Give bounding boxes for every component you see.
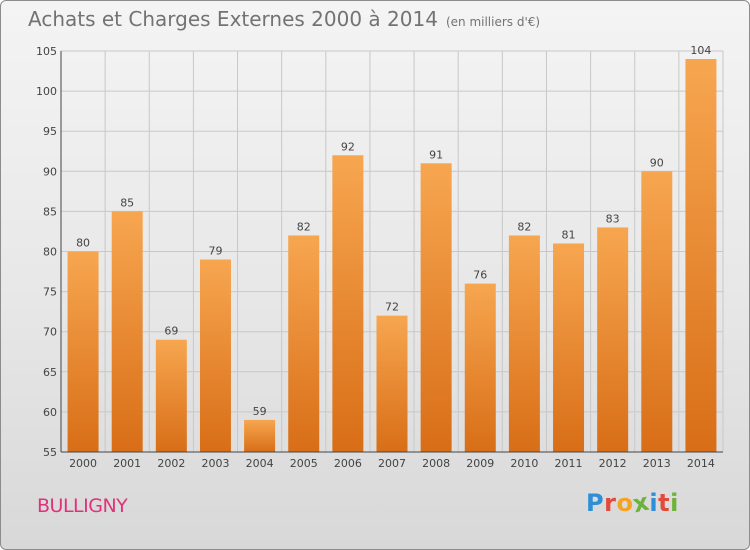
x-tick-label: 2009 bbox=[466, 457, 494, 470]
bar-2005[interactable] bbox=[288, 235, 320, 452]
data-label: 76 bbox=[473, 269, 487, 282]
logo-letter: r bbox=[604, 489, 617, 517]
data-label: 79 bbox=[208, 245, 222, 258]
x-tick-label: 2011 bbox=[555, 457, 583, 470]
chart-subtitle: (en milliers d'€) bbox=[445, 15, 541, 29]
bar-2003[interactable] bbox=[199, 259, 231, 452]
bar-2000[interactable] bbox=[67, 251, 99, 453]
bar-2013[interactable] bbox=[641, 171, 673, 453]
y-tick-label: 60 bbox=[43, 406, 57, 419]
data-label: 80 bbox=[76, 237, 90, 250]
x-tick-label: 2005 bbox=[290, 457, 318, 470]
x-tick-label: 2003 bbox=[201, 457, 229, 470]
bar-2014[interactable] bbox=[685, 59, 717, 453]
bars: 80 85 69 79 59 82 92 72 91 76 82 81 83 90 104 bbox=[67, 44, 717, 453]
proxiti-logo[interactable]: Proxiti bbox=[586, 488, 679, 519]
y-tick-label: 85 bbox=[43, 205, 57, 218]
y-tick-label: 55 bbox=[43, 446, 57, 459]
y-tick-label: 95 bbox=[43, 125, 57, 138]
y-tick-label: 75 bbox=[43, 286, 57, 299]
data-label: 72 bbox=[385, 301, 399, 314]
x-tick-label: 2000 bbox=[69, 457, 97, 470]
logo-letter: i bbox=[649, 489, 659, 517]
data-label: 82 bbox=[517, 220, 531, 233]
chart-title: Achats et Charges Externes 2000 à 2014 (e… bbox=[28, 7, 540, 31]
x-tick-label: 2006 bbox=[334, 457, 362, 470]
x-tick-label: 2010 bbox=[510, 457, 538, 470]
data-label: 104 bbox=[690, 44, 711, 57]
chart-title-text: Achats et Charges Externes 2000 à 2014 bbox=[28, 7, 438, 31]
x-tick-label: 2012 bbox=[599, 457, 627, 470]
y-tick-label: 100 bbox=[36, 85, 57, 98]
y-tick-label: 65 bbox=[43, 366, 57, 379]
logo-letter: o bbox=[616, 489, 634, 517]
y-tick-label: 70 bbox=[43, 326, 57, 339]
bar-2010[interactable] bbox=[508, 235, 540, 452]
data-label: 83 bbox=[606, 212, 620, 225]
x-tick-label: 2001 bbox=[113, 457, 141, 470]
x-tick-label: 2004 bbox=[246, 457, 274, 470]
data-label: 69 bbox=[164, 325, 178, 338]
logo-letter: i bbox=[670, 489, 679, 517]
x-tick-label: 2014 bbox=[687, 457, 715, 470]
commune-name: BULLIGNY bbox=[37, 495, 128, 517]
x-tick-label: 2002 bbox=[157, 457, 185, 470]
bar-2006[interactable] bbox=[332, 155, 364, 452]
bar-2002[interactable] bbox=[155, 339, 187, 452]
data-label: 92 bbox=[341, 140, 355, 153]
data-label: 85 bbox=[120, 196, 134, 209]
x-tick-label: 2007 bbox=[378, 457, 406, 470]
bar-2004[interactable] bbox=[244, 419, 276, 452]
y-tick-label: 105 bbox=[36, 45, 57, 58]
bar-2012[interactable] bbox=[597, 227, 629, 452]
data-label: 81 bbox=[562, 228, 576, 241]
bar-2011[interactable] bbox=[553, 243, 585, 452]
bar-2008[interactable] bbox=[420, 163, 452, 452]
data-label: 82 bbox=[297, 220, 311, 233]
x-tick-label: 2013 bbox=[643, 457, 671, 470]
bar-2007[interactable] bbox=[376, 315, 408, 452]
logo-letter: t bbox=[658, 489, 671, 517]
data-label: 91 bbox=[429, 148, 443, 161]
data-label: 90 bbox=[650, 156, 664, 169]
data-label: 59 bbox=[253, 405, 267, 418]
bar-2001[interactable] bbox=[111, 211, 143, 452]
axes: 55 60 65 70 75 80 85 90 95 100 105 2000 2001 2002 2003… bbox=[36, 45, 723, 470]
y-tick-label: 90 bbox=[43, 165, 57, 178]
y-tick-label: 80 bbox=[43, 246, 57, 259]
bar-2009[interactable] bbox=[464, 283, 496, 452]
logo-letter: P bbox=[586, 489, 605, 517]
x-tick-label: 2008 bbox=[422, 457, 450, 470]
